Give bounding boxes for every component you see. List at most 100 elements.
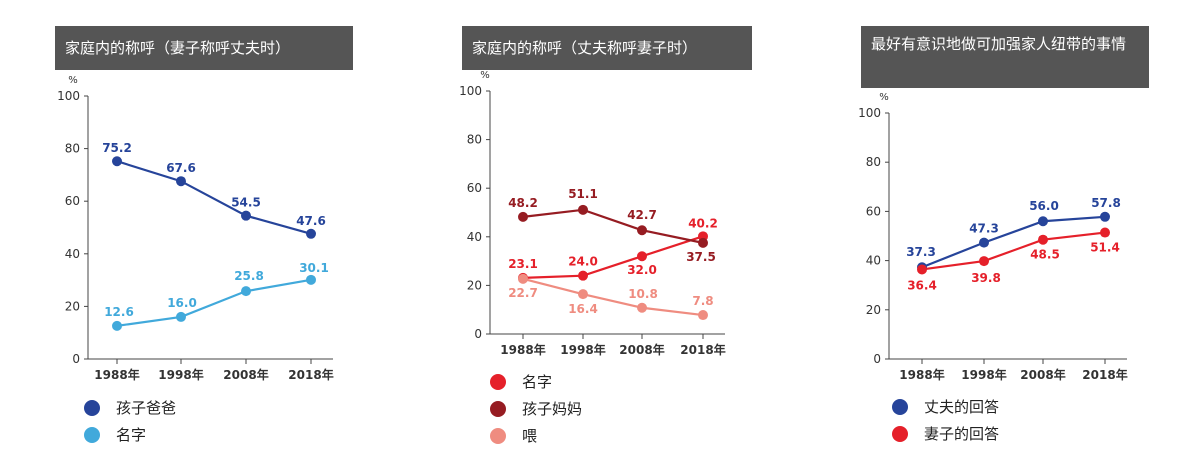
y-tick-label: 40: [467, 230, 482, 244]
data-label: 54.5: [231, 196, 261, 210]
y-tick-label: 20: [65, 299, 80, 313]
series-line: [921, 215, 1106, 269]
legend-label: 孩子爸爸: [116, 399, 177, 417]
data-point: [698, 310, 708, 321]
chart-title-1: 家庭内的称呼（妻子称呼丈夫时）: [55, 26, 353, 70]
data-label: 30.1: [299, 261, 329, 275]
data-label: 12.6: [104, 305, 134, 319]
y-tick-label: 60: [467, 181, 482, 195]
data-label: 42.7: [627, 208, 657, 222]
y-tick-label: 20: [866, 303, 881, 317]
data-point: [1038, 216, 1048, 227]
data-point: [637, 251, 647, 262]
x-tick-label: 2008年: [223, 367, 268, 382]
y-tick-label: 80: [65, 142, 80, 156]
y-axis-unit: %: [68, 75, 78, 86]
data-label: 56.0: [1029, 199, 1059, 213]
data-label: 67.6: [166, 161, 196, 175]
data-label: 23.1: [508, 257, 538, 271]
data-point: [578, 204, 588, 215]
chart-title-3: 最好有意识地做可加强家人纽带的事情: [861, 26, 1149, 88]
x-tick-label: 1988年: [500, 342, 545, 357]
series-line: [921, 231, 1106, 271]
y-tick-label: 80: [467, 133, 482, 147]
data-label: 40.2: [688, 216, 718, 230]
data-label: 37.5: [686, 250, 716, 264]
data-point: [979, 256, 989, 267]
legend-swatch: [892, 398, 908, 415]
y-tick-label: 0: [72, 352, 80, 366]
legend-swatch: [490, 373, 506, 390]
y-axis-unit: %: [879, 92, 889, 103]
y-tick-label: 0: [474, 327, 482, 341]
legend-label: 名字: [522, 373, 553, 391]
data-label: 51.4: [1090, 241, 1120, 255]
data-point: [112, 156, 122, 167]
data-point: [1038, 234, 1048, 245]
data-label: 22.7: [508, 286, 538, 300]
x-tick-label: 2008年: [1020, 367, 1065, 382]
x-tick-label: 2008年: [619, 342, 664, 357]
data-label: 57.8: [1091, 196, 1121, 210]
chart-title-2: 家庭内的称呼（丈夫称呼妻子时）: [462, 26, 752, 70]
data-point: [1100, 227, 1110, 238]
legend-item: 喂: [490, 422, 582, 449]
x-tick-label: 1998年: [560, 342, 605, 357]
legend-swatch: [84, 426, 100, 443]
data-label: 16.4: [568, 302, 598, 316]
series-line: [522, 208, 704, 244]
x-tick-label: 1998年: [158, 367, 203, 382]
legend-swatch: [84, 399, 100, 416]
data-point: [698, 237, 708, 248]
data-point: [979, 237, 989, 248]
y-tick-label: 100: [459, 84, 482, 98]
data-label: 47.6: [296, 214, 326, 228]
data-label: 48.2: [508, 196, 538, 210]
y-tick-label: 0: [873, 352, 881, 366]
data-point: [306, 274, 316, 285]
data-label: 10.8: [628, 287, 658, 301]
legend-label: 妻子的回答: [924, 425, 1000, 443]
data-point: [241, 210, 251, 221]
data-point: [518, 273, 528, 284]
x-tick-label: 2018年: [288, 367, 333, 382]
y-tick-label: 40: [866, 254, 881, 268]
data-point: [306, 228, 316, 239]
data-label: 39.8: [971, 271, 1001, 285]
data-label: 32.0: [627, 263, 657, 277]
y-tick-label: 60: [65, 194, 80, 208]
data-point: [176, 176, 186, 187]
legend-label: 喂: [522, 427, 538, 445]
data-point: [578, 270, 588, 281]
legend-item: 丈夫的回答: [892, 393, 999, 420]
data-label: 7.8: [692, 294, 713, 308]
data-label: 16.0: [167, 296, 197, 310]
x-tick-label: 1988年: [94, 367, 139, 382]
data-label: 75.2: [102, 141, 132, 155]
legend-item: 孩子妈妈: [490, 395, 582, 422]
legend-item: 名字: [84, 421, 176, 448]
data-point: [578, 289, 588, 300]
y-tick-label: 100: [858, 106, 881, 120]
legend-swatch: [892, 425, 908, 442]
line-chart-1: % 0 20 40 60 80 100 1988年 1998年 2008年 2018年 75.2 67.…: [57, 75, 334, 382]
legend-label: 孩子妈妈: [522, 400, 583, 418]
data-point: [112, 320, 122, 331]
legend-label: 名字: [116, 426, 147, 444]
legend-item: 孩子爸爸: [84, 394, 176, 421]
data-point: [637, 302, 647, 313]
data-point: [637, 225, 647, 236]
data-point: [1100, 211, 1110, 222]
chart-legend-1: 孩子爸爸 名字: [84, 394, 176, 448]
x-tick-label: 1998年: [961, 367, 1006, 382]
y-tick-label: 100: [57, 89, 80, 103]
chart-legend-3: 丈夫的回答 妻子的回答: [892, 393, 999, 447]
series-line: [522, 235, 704, 279]
y-tick-label: 20: [467, 278, 482, 292]
x-tick-label: 1988年: [899, 367, 944, 382]
legend-item: 妻子的回答: [892, 420, 999, 447]
